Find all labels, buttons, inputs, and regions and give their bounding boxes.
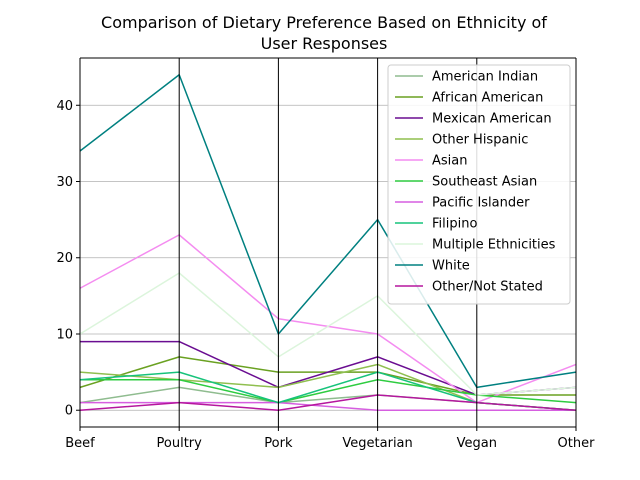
series-line [80, 401, 576, 411]
y-tick-label: 10 [56, 327, 73, 342]
legend-label: Mexican American [432, 112, 552, 127]
x-tick-label: Vegetarian [342, 436, 412, 451]
series-line [79, 272, 577, 396]
legend-box [387, 64, 571, 305]
legend-label: Other/Not Stated [432, 280, 543, 295]
legend-label: Other Hispanic [432, 133, 528, 148]
series-line [80, 378, 577, 404]
series-line [79, 394, 577, 411]
legend-label: African American [432, 91, 543, 106]
legend-label: Filipino [432, 217, 477, 232]
x-tick-label: Pork [264, 436, 293, 451]
y-tick-label: 30 [56, 175, 73, 190]
legend: American Indian African American Mexican A… [387, 64, 571, 305]
x-tick-label: Other [558, 436, 596, 451]
y-tick-label: 40 [56, 99, 73, 114]
legend-label: Southeast Asian [432, 175, 537, 190]
series-line [79, 74, 577, 389]
legend-label: American Indian [432, 70, 538, 85]
x-tick-label: Poultry [157, 436, 203, 451]
legend-label: White [432, 259, 470, 274]
x-tick-label: Beef [65, 436, 95, 451]
chart-title-line-1: Comparison of Dietary Preference Based o… [101, 13, 547, 32]
chart-title-line-2: User Responses [261, 34, 388, 53]
series-layer [79, 74, 577, 411]
axes-layer: 0 10 20 30 40 Beef Poultry Pork Vegetarian Vegan O… [56, 57, 596, 451]
y-tick-label: 20 [56, 251, 73, 266]
y-tick-label: 0 [65, 404, 73, 419]
legend-label: Multiple Ethnicities [432, 238, 556, 253]
legend-label: Pacific Islander [432, 196, 530, 211]
legend-label: Asian [432, 154, 467, 169]
x-tick-label: Vegan [457, 436, 497, 451]
